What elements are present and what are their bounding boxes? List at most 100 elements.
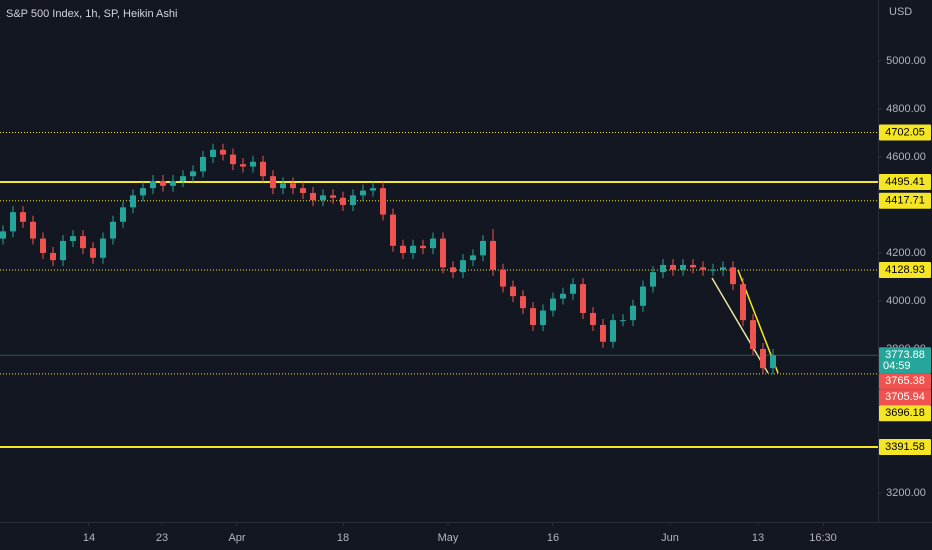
x-tick-label: 18: [337, 532, 349, 544]
price-tag: [879, 438, 931, 455]
candle-body: [70, 236, 76, 241]
candle-body: [520, 296, 526, 309]
candle-body: [470, 255, 476, 261]
candle-body: [120, 207, 126, 222]
x-tick-label: 23: [156, 532, 168, 544]
candle-body: [680, 264, 686, 270]
candle-body: [250, 161, 256, 167]
candle-body: [570, 284, 576, 294]
price-tag-label: 4702.05: [885, 126, 925, 138]
price-tag: [879, 262, 931, 279]
price-tag-label: 3705.94: [885, 391, 925, 403]
price-tag-label: 3696.18: [885, 407, 925, 419]
candle-body: [340, 197, 346, 205]
candle-body: [270, 176, 276, 189]
candle-body: [460, 260, 466, 273]
candle-body: [380, 188, 386, 215]
candle-body: [590, 312, 596, 325]
y-tick-label: 4800.00: [886, 103, 926, 115]
candle-body: [30, 221, 36, 239]
candle-body: [660, 264, 666, 273]
candle-body: [480, 240, 486, 256]
candle-body: [190, 171, 196, 177]
candle-body: [290, 183, 296, 189]
candle-body: [310, 192, 316, 201]
price-tag: [879, 373, 931, 390]
candle-body: [260, 161, 266, 177]
candle-body: [220, 149, 226, 155]
candle-body: [390, 214, 396, 246]
candle-body: [100, 238, 106, 258]
candle-body: [610, 320, 616, 342]
candle-body: [230, 154, 236, 165]
candle-body: [370, 188, 376, 191]
candle-body: [200, 156, 206, 172]
candle-body: [650, 272, 656, 287]
candle-body: [440, 238, 446, 268]
y-tick-label: 4600.00: [886, 151, 926, 163]
candle-body: [320, 195, 326, 201]
trend-line: [711, 277, 769, 374]
currency: USD: [889, 6, 912, 18]
candle-body: [80, 236, 86, 249]
y-tick-label: 5000.00: [886, 55, 926, 67]
price-tag-label: 4417.71: [885, 195, 925, 207]
candle-body: [640, 286, 646, 306]
price-tag-label: 4128.93: [885, 264, 925, 276]
candle-body: [750, 320, 756, 349]
x-tick-label: Apr: [228, 532, 245, 544]
price-tag: [879, 405, 931, 422]
candle-body: [770, 355, 776, 369]
candle-body: [90, 248, 96, 258]
candle-body: [710, 269, 716, 271]
chart-title: S&P 500 Index, 1h, SP, Heikin Ashi: [6, 8, 177, 20]
candle-body: [160, 180, 166, 186]
x-tick-label: Jun: [661, 532, 679, 544]
candle-body: [40, 238, 46, 253]
candle-body: [560, 293, 566, 299]
candle-body: [180, 176, 186, 181]
candle-body: [540, 310, 546, 325]
price-tag: [879, 174, 931, 191]
candle-body: [580, 284, 586, 313]
price-tag-label: 4495.41: [885, 176, 925, 188]
candle-body: [620, 320, 626, 322]
candle-body: [670, 264, 676, 270]
candle-body: [760, 348, 766, 369]
candle-body: [630, 305, 636, 321]
candle-body: [350, 195, 356, 205]
candle-body: [170, 180, 176, 186]
countdown: 04:59: [883, 360, 911, 372]
candle-body: [510, 286, 516, 297]
candle-body: [430, 238, 436, 249]
price-tag-label: 3391.58: [885, 441, 925, 453]
price-tag-label: 3765.38: [885, 375, 925, 387]
candle-body: [130, 195, 136, 208]
x-tick-label: 16: [547, 532, 559, 544]
y-tick-label: 4200.00: [886, 247, 926, 259]
candle-body: [730, 267, 736, 285]
x-tick-label: 16:30: [809, 532, 837, 544]
candle-body: [700, 267, 706, 270]
candle-body: [10, 212, 16, 232]
x-tick-label: 14: [83, 532, 95, 544]
candle-body: [280, 183, 286, 189]
candle-body: [500, 269, 506, 287]
candle-body: [690, 264, 696, 268]
candle-body: [110, 221, 116, 239]
candle-body: [450, 267, 456, 273]
candle-body: [740, 284, 746, 321]
candle-body: [410, 245, 416, 253]
candle-body: [720, 267, 726, 270]
price-tag-label: 3773.88: [885, 349, 925, 361]
candle-body: [210, 149, 216, 157]
candle-body: [550, 298, 556, 311]
price-tag: [879, 389, 931, 406]
y-tick-label: 3200.00: [886, 487, 926, 499]
x-tick-label: May: [438, 532, 459, 544]
x-tick-label: 13: [752, 532, 764, 544]
candle-body: [360, 190, 366, 196]
